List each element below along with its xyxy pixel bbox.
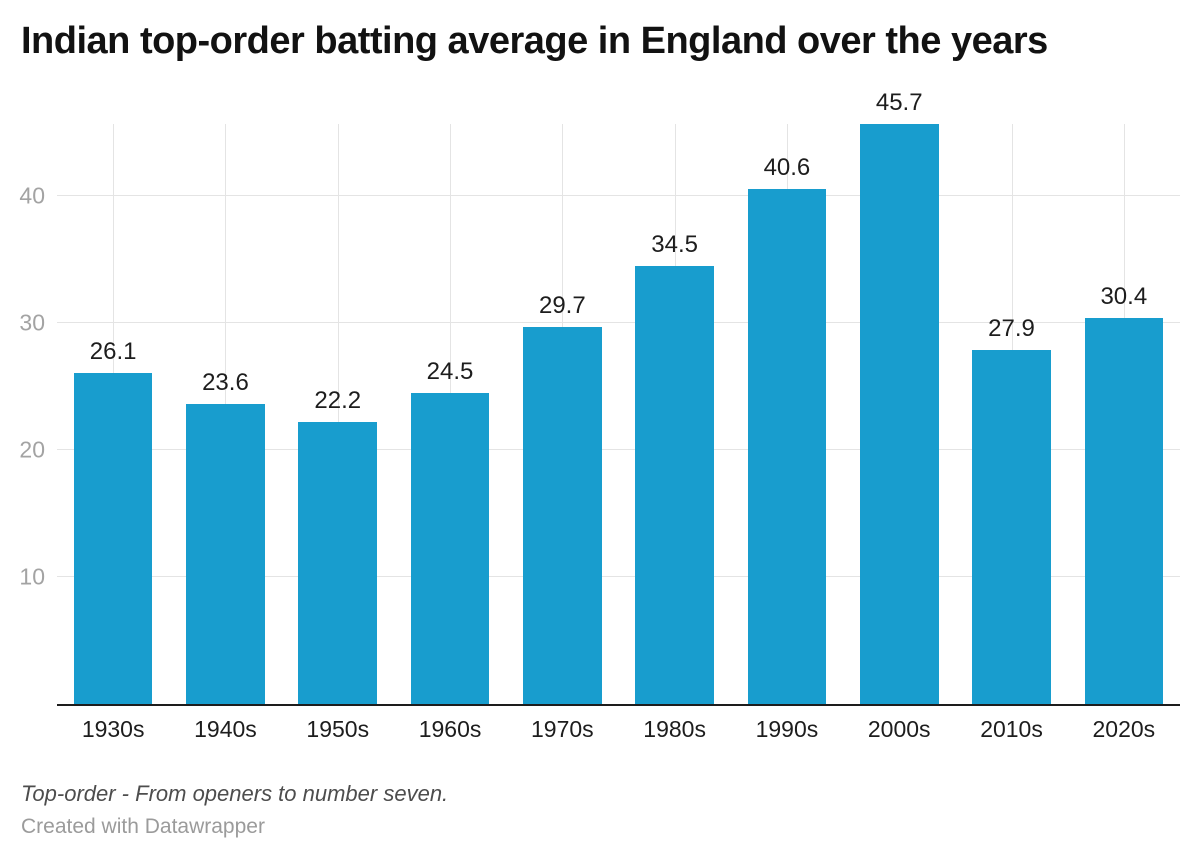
y-gridline <box>57 195 1180 197</box>
bar-1940s[interactable] <box>186 404 265 704</box>
bar-column-1930s: 26.1 <box>57 123 169 704</box>
y-tick-label: 30 <box>19 309 45 336</box>
x-tick-label-1970s: 1970s <box>531 715 594 742</box>
value-label-2000s: 45.7 <box>875 88 923 116</box>
bar-column-1990s: 40.6 <box>731 123 843 704</box>
value-label-1940s: 23.6 <box>202 369 249 397</box>
bar-column-2010s: 27.9 <box>955 123 1067 704</box>
y-tick-label: 10 <box>19 563 45 590</box>
chart-title: Indian top-order batting average in Engl… <box>21 20 1048 62</box>
bar-2010s[interactable] <box>972 349 1051 704</box>
bar-1990s[interactable] <box>747 188 827 704</box>
x-tick-label-1990s: 1990s <box>755 715 819 742</box>
bar-column-1940s: 23.6 <box>169 123 281 704</box>
value-label-1970s: 29.7 <box>538 291 586 319</box>
x-tick-label-2000s: 2000s <box>867 715 931 742</box>
value-label-2010s: 27.9 <box>988 314 1035 342</box>
attribution: Created with Datawrapper <box>21 814 265 838</box>
x-gridline <box>337 123 339 704</box>
bar-1980s[interactable] <box>635 265 714 704</box>
x-tick-label-1950s: 1950s <box>306 715 370 742</box>
value-label-2020s: 30.4 <box>1100 282 1148 310</box>
bar-column-2020s: 30.4 <box>1068 123 1180 704</box>
value-label-1930s: 26.1 <box>89 337 137 365</box>
bar-column-1960s: 24.5 <box>394 123 506 704</box>
x-axis: 1930s 1940s 1950s 1960s 1970s 1980s 1990s 2000s… <box>57 715 1180 745</box>
bar-column-1980s: 34.5 <box>618 123 730 704</box>
bar-1970s[interactable] <box>523 326 602 704</box>
x-tick-label-1940s: 1940s <box>194 715 257 742</box>
x-tick-label-1960s: 1960s <box>418 715 482 742</box>
bar-2000s[interactable] <box>859 123 939 704</box>
x-tick-label-1930s: 1930s <box>81 715 145 742</box>
bar-1960s[interactable] <box>410 392 490 704</box>
bar-1950s[interactable] <box>298 422 378 704</box>
x-tick-label-1980s: 1980s <box>643 715 706 742</box>
y-gridline <box>57 575 1180 577</box>
value-label-1990s: 40.6 <box>763 153 811 181</box>
x-tick-label-2020s: 2020s <box>1092 715 1156 742</box>
value-label-1980s: 34.5 <box>651 230 698 258</box>
y-gridline <box>57 448 1180 450</box>
bar-chart: 26.1 23.6 22.2 24.5 29.7 34.5 40.6 45.7 27.9 30.4… <box>19 90 1180 706</box>
bar-columns: 26.1 23.6 22.2 24.5 29.7 34.5 40.6 45.7 27.9 30.4 <box>57 90 1180 704</box>
bar-column-2000s: 45.7 <box>843 90 955 704</box>
value-label-1960s: 24.5 <box>426 357 474 385</box>
y-gridline <box>57 322 1180 324</box>
x-tick-label-2010s: 2010s <box>980 715 1043 742</box>
y-tick-label: 40 <box>19 182 45 209</box>
value-label-1950s: 22.2 <box>314 387 362 415</box>
bar-2020s[interactable] <box>1084 317 1164 704</box>
y-tick-label: 20 <box>19 436 45 463</box>
plot-area: 26.1 23.6 22.2 24.5 29.7 34.5 40.6 45.7 27.9 30.4 <box>57 90 1180 704</box>
chart-note: Top-order - From openers to number seven… <box>21 780 449 806</box>
bar-column-1950s: 22.2 <box>282 123 394 704</box>
bar-column-1970s: 29.7 <box>506 123 618 704</box>
bar-1930s[interactable] <box>73 372 153 704</box>
